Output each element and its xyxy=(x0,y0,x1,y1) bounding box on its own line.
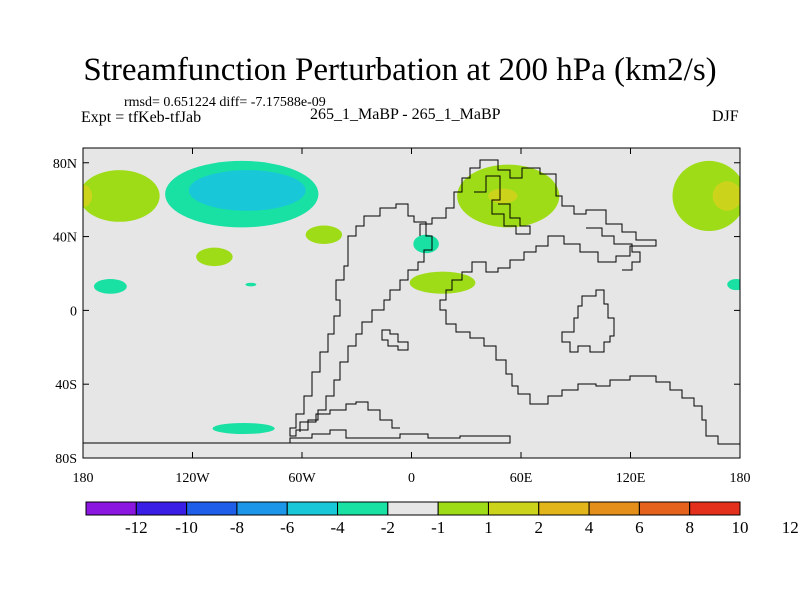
colorbar-label: -4 xyxy=(330,518,345,537)
colorbar-label: 6 xyxy=(635,518,644,537)
colorbar-swatch xyxy=(186,501,238,516)
colorbar-swatch xyxy=(135,501,188,516)
colorbar-swatch xyxy=(85,501,137,516)
colorbar-swatch xyxy=(236,501,288,516)
colorbar-swatch xyxy=(638,501,691,516)
anomaly-layer xyxy=(83,160,740,435)
colorbar-label: 4 xyxy=(585,518,594,537)
colorbar: -12 -10 -8 -6 -4 -2 -1 1 2 4 6 8 10 12 xyxy=(85,501,799,537)
anomaly-contour xyxy=(93,279,127,294)
lon-tick-label: 180 xyxy=(73,471,94,486)
anomaly-contour xyxy=(488,188,518,204)
colorbar-swatch xyxy=(487,501,540,516)
colorbar-label: -8 xyxy=(230,518,244,537)
colorbar-label: 8 xyxy=(685,518,694,537)
colorbar-label: -2 xyxy=(381,518,395,537)
colorbar-label: -12 xyxy=(125,518,148,537)
colorbar-label: -10 xyxy=(175,518,198,537)
anomaly-contour xyxy=(712,181,740,211)
anomaly-contour xyxy=(305,225,343,244)
lat-tick-label: 40N xyxy=(53,231,77,246)
season-label: DJF xyxy=(712,108,739,125)
colorbar-label: 1 xyxy=(484,518,493,537)
experiment-label: Expt = tfKeb-tfJab xyxy=(81,109,202,126)
colorbar-swatch xyxy=(286,501,339,516)
anomaly-contour xyxy=(672,160,740,232)
colorbar-swatch xyxy=(538,501,590,516)
lon-tick-label: 180 xyxy=(730,471,751,486)
anomaly-contour xyxy=(188,170,306,211)
lat-tick-label: 80N xyxy=(53,157,77,172)
anomaly-contour xyxy=(212,422,275,435)
lat-tick-label: 40S xyxy=(55,378,77,393)
coastline-southeast-asia xyxy=(586,227,641,271)
lat-tick-label: 0 xyxy=(70,304,77,319)
colorbar-label: 10 xyxy=(732,518,749,537)
rmsd-diff-stats: rmsd= 0.651224 diff= -7.17588e-09 xyxy=(124,95,326,110)
coastline-americas xyxy=(289,203,433,437)
colorbar-swatch xyxy=(689,501,741,516)
coastline-africa-eurasia xyxy=(419,159,740,445)
coastline-south-island xyxy=(381,329,409,351)
coastline-layer xyxy=(83,159,740,445)
anomaly-contour xyxy=(409,271,476,294)
lat-tick-label: 80S xyxy=(55,452,77,467)
colorbar-label: 12 xyxy=(782,518,799,537)
lon-tick-label: 120E xyxy=(616,471,646,486)
colorbar-swatch xyxy=(337,501,389,516)
colorbar-label: -6 xyxy=(280,518,294,537)
colorbar-swatch xyxy=(437,501,489,516)
anomaly-contour xyxy=(83,184,93,208)
lon-tick-label: 0 xyxy=(408,471,415,486)
colorbar-swatch xyxy=(387,501,439,516)
lon-tick-label: 60W xyxy=(288,471,316,486)
anomaly-contour xyxy=(245,282,257,287)
lon-tick-label: 120W xyxy=(175,471,210,486)
anomaly-contour xyxy=(727,279,740,291)
axis-ticks: 80N 40N 0 40S 80S 180 120W 60W 0 60E 120E 180 xyxy=(53,148,751,486)
colorbar-label: 2 xyxy=(535,518,544,537)
page-title: Streamfunction Perturbation at 200 hPa (… xyxy=(83,52,717,88)
anomaly-contour xyxy=(83,170,160,222)
coastline-australia xyxy=(561,289,615,353)
coastline-inland-sea xyxy=(474,175,531,235)
run-names-label: 265_1_MaBP - 265_1_MaBP xyxy=(310,106,501,123)
colorbar-swatch xyxy=(588,501,640,516)
lon-tick-label: 60E xyxy=(510,471,533,486)
colorbar-label: -1 xyxy=(431,518,445,537)
coastline-antarctica xyxy=(83,401,511,444)
anomaly-contour xyxy=(196,247,233,267)
